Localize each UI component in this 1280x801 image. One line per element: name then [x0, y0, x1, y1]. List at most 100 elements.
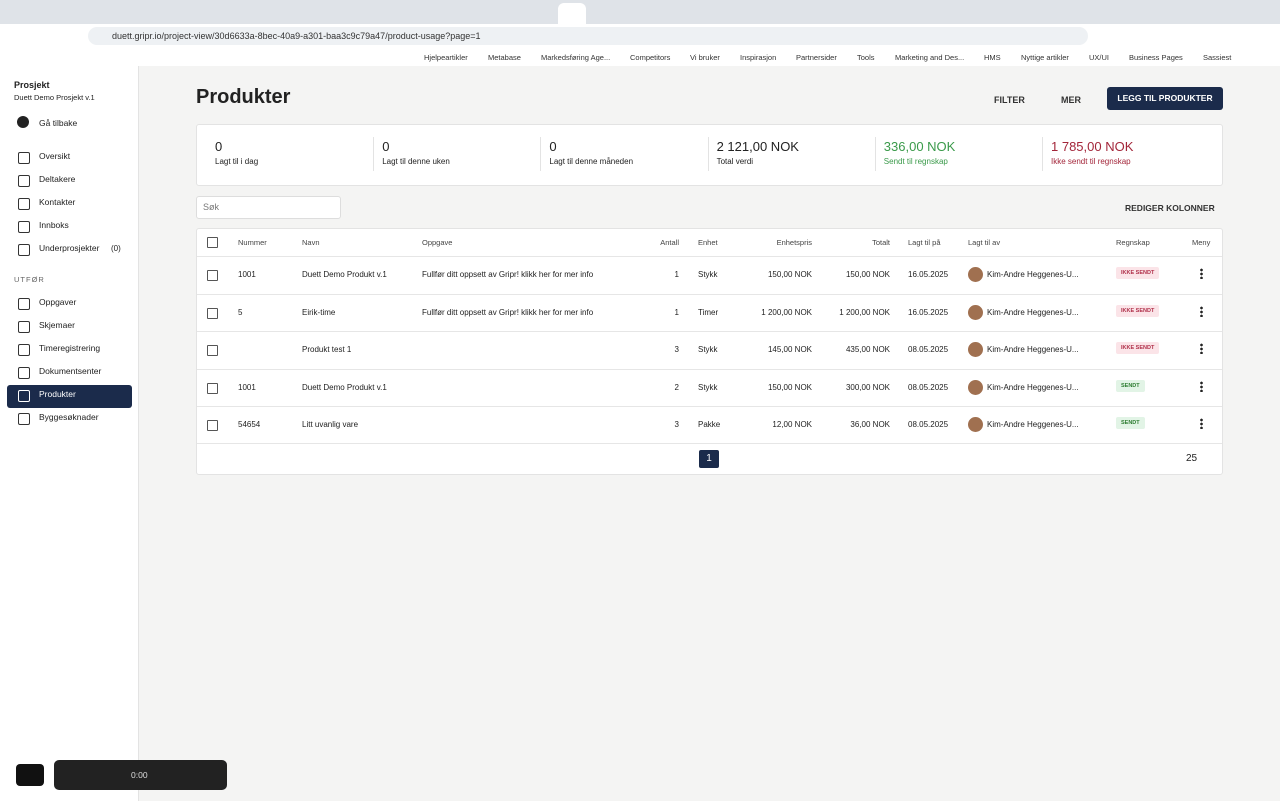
cell[interactable]: Fullfør ditt oppsett av Gripr! klikk her… [422, 270, 594, 279]
active-tab[interactable] [558, 3, 586, 24]
checkbox[interactable] [207, 382, 218, 394]
bookmark[interactable]: Tools [857, 53, 875, 62]
stat-value: 2 121,00 NOK [716, 139, 799, 154]
project-label: Prosjekt [14, 80, 50, 90]
row-menu[interactable] [1200, 343, 1203, 354]
column-header: Totalt [872, 238, 890, 247]
cell: 16.05.2025 [908, 270, 949, 279]
row-divider [197, 293, 1222, 295]
cell: 08.05.2025 [908, 345, 949, 354]
stat-label: Lagt til denne måneden [549, 157, 634, 166]
bookmark[interactable]: Metabase [488, 53, 521, 62]
stat-divider [373, 137, 375, 171]
bookmark[interactable]: Nyttige artikler [1021, 53, 1069, 62]
column-header: Enhetspris [776, 238, 812, 247]
bookmark[interactable]: Partnersider [796, 53, 837, 62]
checkbox[interactable] [207, 420, 218, 431]
cell: Timer [698, 307, 719, 317]
nav-item[interactable]: Kontakter [39, 197, 76, 207]
checkbox[interactable] [207, 270, 218, 281]
back-icon [17, 116, 29, 128]
stat-divider [1042, 137, 1043, 171]
cell: 150,00 NOK [845, 270, 890, 279]
address-bar[interactable] [88, 27, 1088, 45]
row-menu[interactable] [1200, 380, 1203, 392]
row-menu[interactable] [1200, 268, 1203, 279]
add-button[interactable]: LEGG TIL PRODUKTER [1107, 87, 1223, 110]
per-page[interactable]: 25 [1186, 453, 1198, 464]
bookmark[interactable]: Sassiest [1203, 53, 1232, 62]
cell: 2 [674, 382, 679, 392]
nav-item[interactable]: Skjemaer [39, 320, 75, 330]
nav-icon [18, 221, 30, 233]
nav-item[interactable]: Underprosjekter [39, 243, 100, 253]
cell: 1001 [238, 382, 256, 392]
cell: 16.05.2025 [908, 307, 949, 317]
bookmark[interactable]: Competitors [630, 53, 671, 62]
nav-item[interactable]: Byggesøknader [39, 412, 99, 422]
column-header: Enhet [698, 238, 718, 247]
status-badge: IKKE SENDT [1116, 342, 1160, 354]
nav-icon [18, 344, 30, 356]
nav-active [7, 385, 132, 408]
bookmark[interactable]: HMS [984, 53, 1001, 62]
table-card [196, 228, 1223, 475]
sub-count: (0) [111, 244, 121, 253]
bookmark[interactable]: Business Pages [1129, 53, 1183, 62]
nav-item[interactable]: Oversikt [39, 151, 71, 161]
nav-item[interactable]: Dokumentsenter [39, 366, 102, 376]
stats-card [196, 124, 1223, 186]
cell: 1001 [238, 270, 256, 279]
stat-value: 0 [215, 139, 223, 154]
cell: Duett Demo Produkt v.1 [302, 270, 387, 279]
bookmark[interactable]: UX/UI [1089, 53, 1110, 62]
checkbox[interactable] [207, 307, 218, 319]
cell: 300,00 NOK [845, 382, 890, 392]
nav-item[interactable]: Deltakere [39, 174, 76, 184]
nav-item[interactable]: Timeregistrering [39, 343, 101, 353]
nav-icon [18, 175, 30, 187]
checkbox[interactable] [207, 237, 218, 248]
row-menu[interactable] [1200, 418, 1203, 429]
column-header: Navn [302, 238, 320, 247]
bookmark[interactable]: Hjelpeartikler [424, 53, 468, 62]
search-box[interactable] [196, 196, 341, 219]
status-badge: SENDT [1116, 379, 1145, 392]
bookmark[interactable]: Vi bruker [690, 53, 720, 62]
column-header: Antall [660, 238, 679, 247]
page-button[interactable]: 1 [699, 450, 719, 468]
nav-icon [18, 244, 30, 256]
cell: 1 200,00 NOK [839, 307, 890, 317]
stat-value: 0 [382, 139, 390, 154]
edit-columns[interactable]: REDIGER KOLONNER [1125, 203, 1215, 213]
nav-icon [18, 321, 30, 333]
bookmark[interactable]: Inspirasjon [740, 53, 777, 62]
row-divider [197, 443, 1222, 444]
recorder-time: 0:00 [131, 770, 148, 780]
column-header: Nummer [238, 238, 267, 247]
bookmark[interactable]: Markedsføring Age... [541, 53, 611, 62]
project-name[interactable]: Duett Demo Prosjekt v.1 [14, 93, 95, 102]
cell: Kim-Andre Heggenes-U... [987, 307, 1079, 317]
column-header: Meny [1192, 238, 1211, 247]
checkbox[interactable] [207, 345, 218, 356]
recorder-cam[interactable] [16, 764, 44, 786]
nav-item[interactable]: Innboks [39, 220, 69, 230]
more-button[interactable]: MER [1061, 95, 1081, 105]
back-link[interactable]: Gå tilbake [39, 118, 78, 128]
nav-icon [18, 298, 30, 310]
cell[interactable]: Fullfør ditt oppsett av Gripr! klikk her… [422, 307, 594, 317]
bookmark[interactable]: Marketing and Des... [895, 53, 965, 62]
nav-item[interactable]: Produkter [39, 389, 76, 399]
nav-icon [18, 198, 30, 210]
row-menu[interactable] [1200, 305, 1203, 317]
nav-item[interactable]: Oppgaver [39, 297, 77, 307]
search-placeholder: Søk [203, 202, 220, 212]
url: duett.gripr.io/project-view/30d6633a-8be… [112, 31, 481, 41]
tab-bar [0, 0, 1280, 24]
cell: 08.05.2025 [908, 382, 949, 392]
sidebar [0, 66, 139, 801]
status-badge: SENDT [1116, 417, 1145, 429]
filter-button[interactable]: FILTER [994, 95, 1025, 105]
cell: Stykk [698, 345, 718, 354]
